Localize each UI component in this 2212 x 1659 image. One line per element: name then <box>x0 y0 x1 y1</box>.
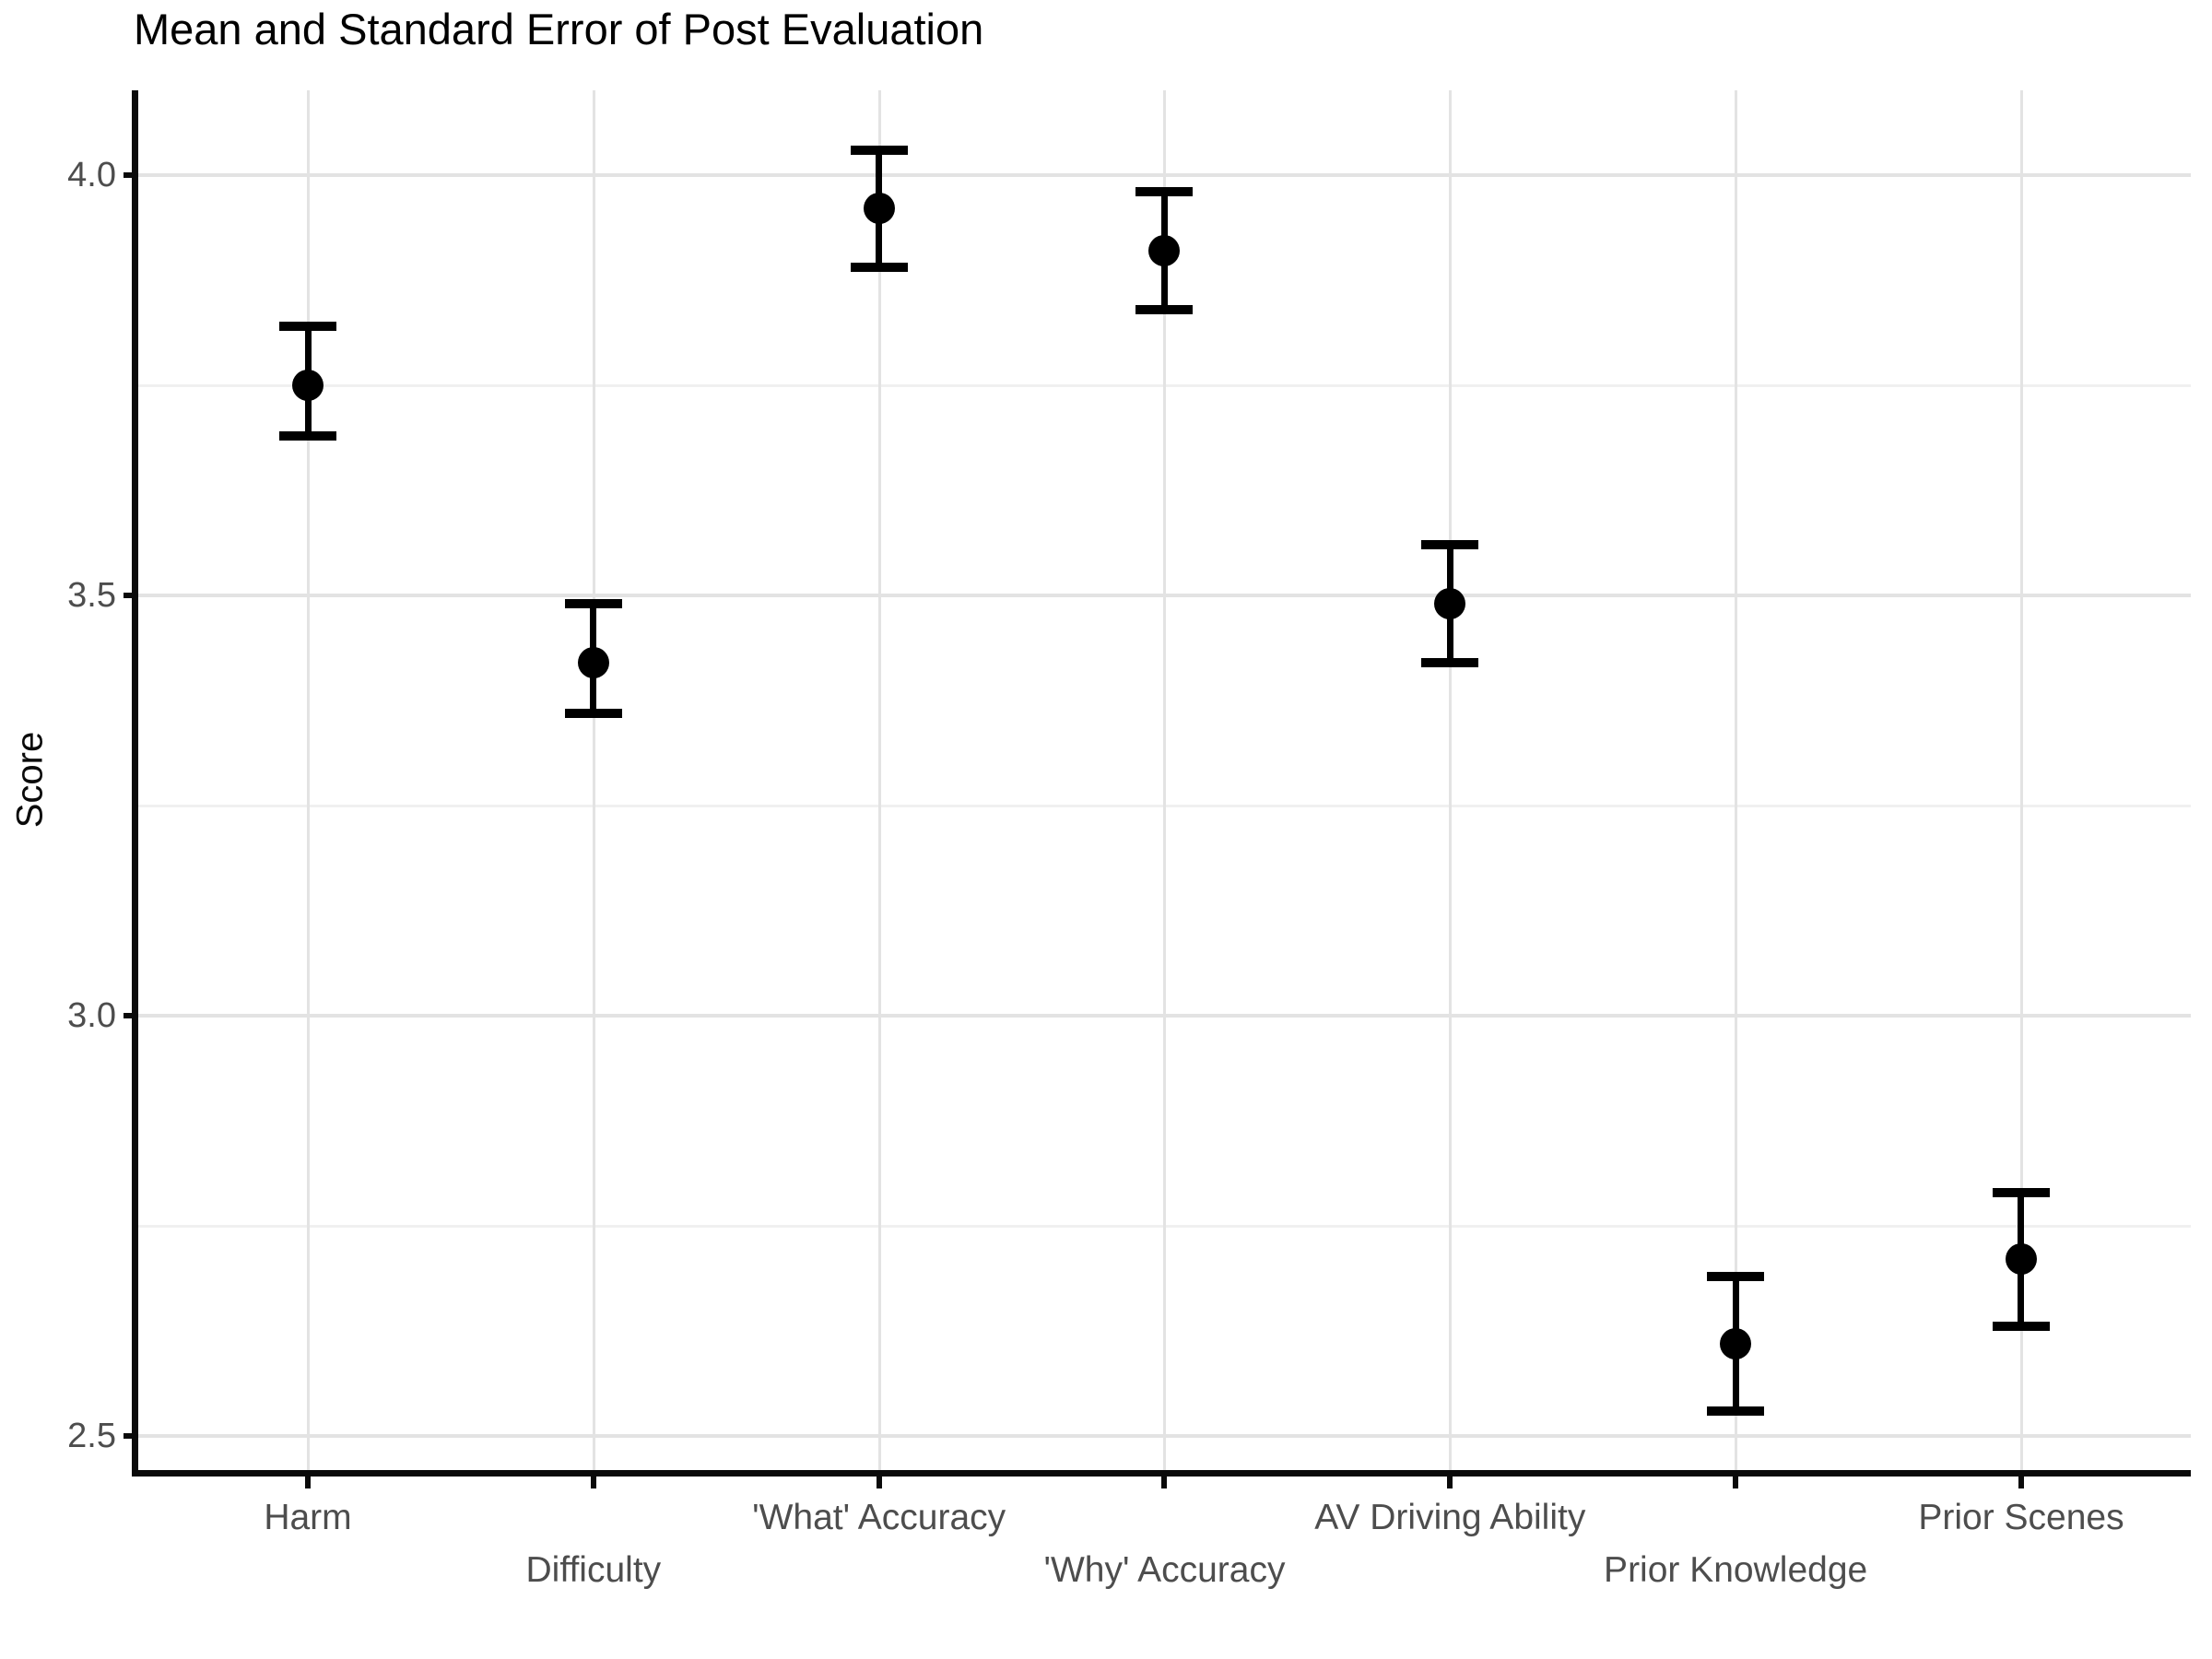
gridline-x-major <box>877 90 881 1470</box>
error-bar-cap-top <box>564 599 622 609</box>
error-bar-cap-top <box>1421 540 1479 550</box>
x-tick-mark <box>2018 1476 2024 1488</box>
data-point <box>292 370 324 401</box>
x-tick-mark <box>305 1476 311 1488</box>
x-category-label: Prior Knowledge <box>1604 1550 1868 1590</box>
x-category-label: 'Why' Accuracy <box>1043 1550 1286 1590</box>
error-bar-cap-bottom <box>1135 304 1194 314</box>
y-tick-mark <box>124 593 136 598</box>
y-tick-mark <box>124 172 136 178</box>
gridline-x-major <box>307 90 310 1470</box>
error-bar-cap-bottom <box>850 263 908 273</box>
gridline-x-major <box>592 90 595 1470</box>
error-bar-cap-top <box>850 145 908 155</box>
error-bar-cap-bottom <box>1421 657 1479 667</box>
data-point <box>863 193 895 225</box>
x-tick-mark <box>1733 1476 1739 1488</box>
x-category-label: Difficulty <box>525 1550 662 1590</box>
data-point <box>1434 588 1466 620</box>
gridline-x-major <box>1449 90 1453 1470</box>
x-category-label: 'What' Accuracy <box>752 1498 1006 1537</box>
y-tick-label: 2.5 <box>67 1417 116 1455</box>
chart-title: Mean and Standard Error of Post Evaluati… <box>134 5 984 53</box>
x-tick-mark <box>876 1476 882 1488</box>
error-bar-cap-top <box>1135 187 1194 197</box>
error-bar-cap-top <box>1992 1187 2050 1197</box>
y-tick-label: 3.0 <box>67 996 116 1035</box>
gridline-x-major <box>2019 90 2023 1470</box>
plot-panel <box>136 90 2191 1470</box>
x-category-label: Prior Scenes <box>1918 1498 2124 1537</box>
x-tick-mark <box>1447 1476 1453 1488</box>
gridline-x-major <box>1735 90 1738 1470</box>
x-axis-line <box>132 1470 2191 1477</box>
y-tick-label: 3.5 <box>67 576 116 615</box>
y-tick-mark <box>124 1013 136 1018</box>
error-bar-cap-bottom <box>279 430 336 441</box>
data-point <box>2005 1243 2037 1276</box>
error-bar-cap-bottom <box>1992 1322 2050 1332</box>
x-category-label: AV Driving Ability <box>1314 1498 1586 1537</box>
data-point <box>1148 235 1181 267</box>
x-tick-mark <box>1161 1476 1168 1488</box>
x-tick-mark <box>590 1476 596 1488</box>
error-bar-cap-top <box>1707 1271 1765 1281</box>
error-bar-cap-bottom <box>1707 1406 1765 1416</box>
error-bar-cap-top <box>279 322 336 332</box>
error-bar-cap-bottom <box>564 708 622 718</box>
y-axis-line <box>132 90 138 1477</box>
gridline-x-major <box>1163 90 1167 1470</box>
data-point <box>577 646 609 678</box>
y-tick-mark <box>124 1433 136 1439</box>
x-category-label: Harm <box>264 1498 352 1537</box>
y-axis-label: Score <box>9 731 51 829</box>
data-point <box>1720 1327 1752 1359</box>
y-tick-label: 4.0 <box>67 156 116 194</box>
